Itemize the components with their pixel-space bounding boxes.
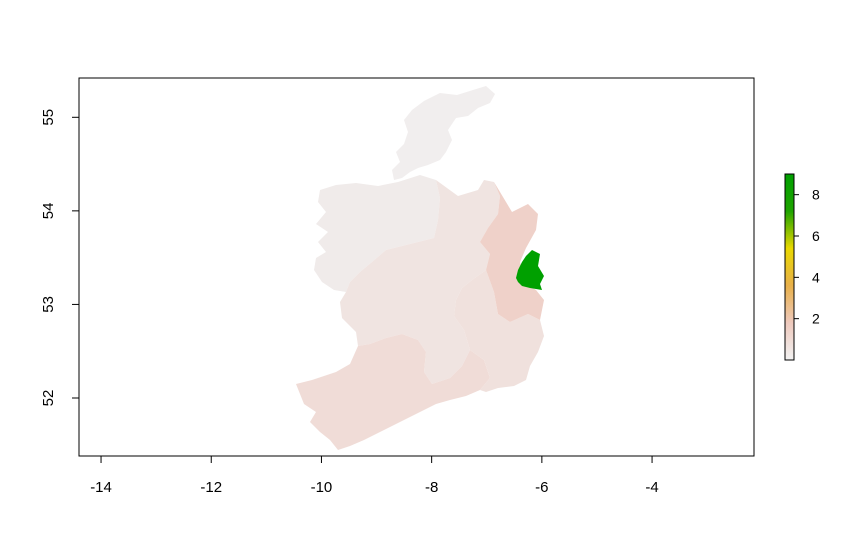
y-tick-label: 54 — [40, 203, 57, 220]
x-axis: -14 -12 -10 -8 -6 -4 — [90, 455, 659, 496]
region-west — [314, 175, 440, 292]
colorbar-tick-label: 6 — [812, 228, 820, 244]
x-tick-label: -10 — [311, 479, 333, 496]
x-tick-label: -12 — [200, 479, 222, 496]
x-tick-label: -6 — [535, 479, 548, 496]
x-tick-label: -14 — [90, 479, 112, 496]
map-regions — [296, 86, 544, 450]
colorbar-gradient — [784, 173, 795, 361]
y-tick-label: 55 — [40, 109, 57, 126]
region-north-west — [392, 86, 495, 180]
colorbar-tick-label: 2 — [812, 311, 820, 327]
y-axis: 52 53 54 55 — [40, 109, 80, 407]
x-tick-label: -4 — [645, 479, 658, 496]
colorbar-tick-label: 8 — [812, 187, 820, 203]
y-tick-label: 52 — [40, 390, 57, 407]
colorbar-legend: 2 4 6 8 — [784, 173, 820, 361]
region-dublin — [516, 250, 544, 290]
region-midlands — [340, 180, 500, 384]
region-south-west — [296, 334, 490, 450]
region-south-east — [454, 270, 544, 392]
colorbar-tick-label: 4 — [812, 269, 820, 285]
x-tick-label: -8 — [425, 479, 438, 496]
y-tick-label: 53 — [40, 296, 57, 313]
